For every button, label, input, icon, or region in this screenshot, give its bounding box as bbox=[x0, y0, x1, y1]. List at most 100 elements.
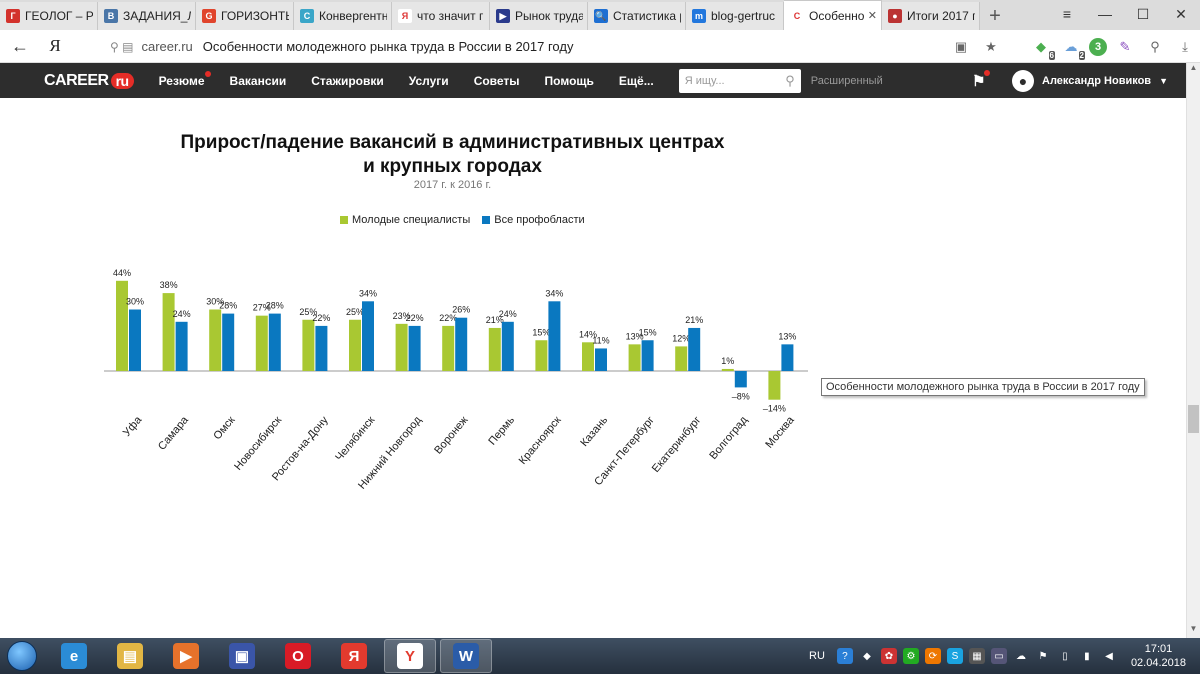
cloud-extension-icon[interactable]: ☁ 2 bbox=[1064, 38, 1085, 60]
taskbar-app[interactable]: O bbox=[272, 639, 324, 673]
advanced-search-link[interactable]: Расширенный bbox=[810, 74, 883, 87]
browser-tab[interactable]: В ЗАДАНИЯ_Л bbox=[98, 2, 196, 30]
browser-tab[interactable]: G ГОРИЗОНТЬ bbox=[196, 2, 294, 30]
language-indicator[interactable]: RU bbox=[809, 650, 825, 662]
browser-tab[interactable]: С Особеннос✕ bbox=[784, 0, 882, 30]
bar-young bbox=[349, 319, 361, 371]
data-label: 26% bbox=[452, 305, 470, 315]
chart-title: Прирост/падение вакансий в административ… bbox=[100, 131, 805, 179]
category-label: Омск bbox=[211, 414, 237, 442]
data-label: 21% bbox=[486, 315, 504, 325]
clock-date: 02.04.2018 bbox=[1130, 657, 1186, 669]
notification-icon[interactable]: ⚑ bbox=[1038, 650, 1048, 662]
tab-title: ЗАДАНИЯ_Л bbox=[123, 9, 191, 23]
bookmark-star-icon[interactable]: ★ bbox=[985, 38, 997, 54]
game-icon[interactable]: ✿ bbox=[880, 648, 897, 664]
menu-resume[interactable]: Резюме bbox=[158, 70, 211, 88]
browser-tab[interactable]: ▶ Рынок труда bbox=[490, 2, 588, 30]
antivirus-icon[interactable]: ⚙ bbox=[902, 648, 919, 664]
reader-mode-icon[interactable]: ▣ bbox=[954, 38, 968, 54]
scroll-up-icon[interactable]: ▲ bbox=[1189, 63, 1198, 72]
site-info-icon[interactable]: ⚲ ▤ bbox=[110, 39, 134, 54]
minimize-button[interactable]: — bbox=[1098, 6, 1112, 22]
menu-services[interactable]: Услуги bbox=[408, 73, 449, 88]
bar-all bbox=[129, 309, 141, 371]
bar-young bbox=[302, 319, 315, 371]
bar-all bbox=[734, 371, 747, 388]
data-label: 1% bbox=[721, 356, 734, 366]
bulb-extension-icon[interactable]: ⚲ bbox=[1150, 38, 1160, 54]
category-label: Уфа bbox=[121, 414, 145, 439]
url-host: career.ru bbox=[141, 39, 193, 54]
user-menu[interactable]: ● Александр Новиков ▼ bbox=[1012, 70, 1168, 92]
clock[interactable]: 17:01 02.04.2018 bbox=[1131, 642, 1186, 670]
data-label: 28% bbox=[266, 301, 284, 311]
skype-icon[interactable]: S bbox=[946, 648, 963, 664]
data-label: 30% bbox=[126, 297, 144, 307]
bar-all bbox=[222, 313, 235, 371]
signal-icon[interactable]: ▮ bbox=[1084, 650, 1090, 662]
bar-young bbox=[535, 340, 548, 371]
taskbar-app[interactable]: Я bbox=[328, 639, 380, 673]
close-tab-icon[interactable]: ✕ bbox=[867, 10, 877, 22]
new-tab-button[interactable]: + bbox=[989, 4, 1001, 27]
browser-menu-icon[interactable]: ≡ bbox=[1062, 6, 1072, 22]
display-icon[interactable]: ▭ bbox=[990, 648, 1007, 664]
shield-extension-icon[interactable]: ◆ 6 bbox=[1036, 38, 1055, 60]
toolbar-right: ▣ ★ ◆ 6 ☁ 2 3 ✎ ⚲ ⤓ bbox=[946, 30, 1200, 63]
taskbar-app[interactable]: ▶ bbox=[160, 639, 212, 673]
start-button[interactable] bbox=[0, 638, 44, 674]
help-icon[interactable]: ? bbox=[836, 648, 853, 664]
yandex-button[interactable]: Я bbox=[49, 36, 61, 55]
dropbox-icon[interactable]: ◆ bbox=[863, 650, 871, 662]
taskbar-app[interactable]: W bbox=[440, 639, 492, 673]
data-label: 44% bbox=[113, 268, 131, 278]
bar-all bbox=[315, 325, 328, 371]
data-label: 24% bbox=[173, 309, 191, 319]
network-icon[interactable]: ▦ bbox=[968, 648, 985, 664]
pen-extension-icon[interactable]: ✎ bbox=[1119, 38, 1131, 54]
scroll-down-icon[interactable]: ▼ bbox=[1189, 624, 1198, 633]
counter-extension-icon[interactable]: 3 bbox=[1089, 37, 1107, 56]
volume-icon[interactable]: ◀ bbox=[1105, 650, 1113, 662]
vk-icon: В bbox=[104, 9, 118, 23]
back-button[interactable]: ← bbox=[11, 35, 29, 56]
browser-tab[interactable]: ● Итоги 2017 г bbox=[882, 2, 980, 30]
menu-advice[interactable]: Советы bbox=[473, 73, 520, 88]
taskbar-app[interactable]: ▤ bbox=[104, 639, 156, 673]
menu-help[interactable]: Помощь bbox=[544, 73, 594, 88]
chevron-down-icon: ▼ bbox=[1159, 76, 1168, 86]
browser-tab[interactable]: m blog-gertruc bbox=[686, 2, 784, 30]
update-icon[interactable]: ⟳ bbox=[924, 648, 941, 664]
career-logo[interactable]: CAREER ru bbox=[44, 72, 134, 90]
page-scrollbar[interactable]: ▲ ▼ bbox=[1186, 63, 1200, 638]
download-icon[interactable]: ⤓ bbox=[1182, 38, 1188, 54]
close-window-button[interactable]: ✕ bbox=[1175, 5, 1187, 22]
taskbar-app[interactable]: Y bbox=[384, 639, 436, 673]
data-label: 30% bbox=[206, 297, 224, 307]
cloud-icon[interactable]: ☁ bbox=[1015, 650, 1026, 662]
browser-tab[interactable]: Г ГЕОЛОГ – РС bbox=[0, 2, 98, 30]
flag-icon[interactable]: ⚑ bbox=[972, 70, 991, 90]
taskbar-app[interactable]: e bbox=[48, 639, 100, 673]
battery-icon[interactable]: ▯ bbox=[1062, 650, 1068, 662]
maximize-button[interactable]: ☐ bbox=[1136, 5, 1150, 22]
tab-title: ГЕОЛОГ – РС bbox=[25, 9, 93, 23]
category-label: Волгоград bbox=[707, 414, 750, 462]
scroll-thumb[interactable] bbox=[1188, 405, 1199, 433]
menu-more[interactable]: Ещё... bbox=[618, 73, 654, 88]
data-label: 12% bbox=[672, 333, 690, 343]
url-field[interactable]: ⚲ ▤ career.ru Особенности молодежного ры… bbox=[110, 34, 1020, 59]
search-input[interactable]: Я ищу... ⚲ bbox=[678, 68, 801, 93]
browser-tab[interactable]: C Конвергентн bbox=[294, 2, 392, 30]
browser-tab[interactable]: 🔍 Статистика р bbox=[588, 2, 686, 30]
menu-internships[interactable]: Стажировки bbox=[311, 73, 384, 88]
taskbar-app[interactable]: ▣ bbox=[216, 639, 268, 673]
menu-vacancies[interactable]: Вакансии bbox=[229, 73, 287, 88]
search-icon[interactable]: ⚲ bbox=[785, 72, 795, 88]
data-label: 23% bbox=[393, 311, 411, 321]
menu-label: Резюме bbox=[158, 73, 205, 88]
yandex-browser-icon: Y bbox=[397, 643, 423, 669]
tab-title: Итоги 2017 г bbox=[907, 9, 975, 23]
